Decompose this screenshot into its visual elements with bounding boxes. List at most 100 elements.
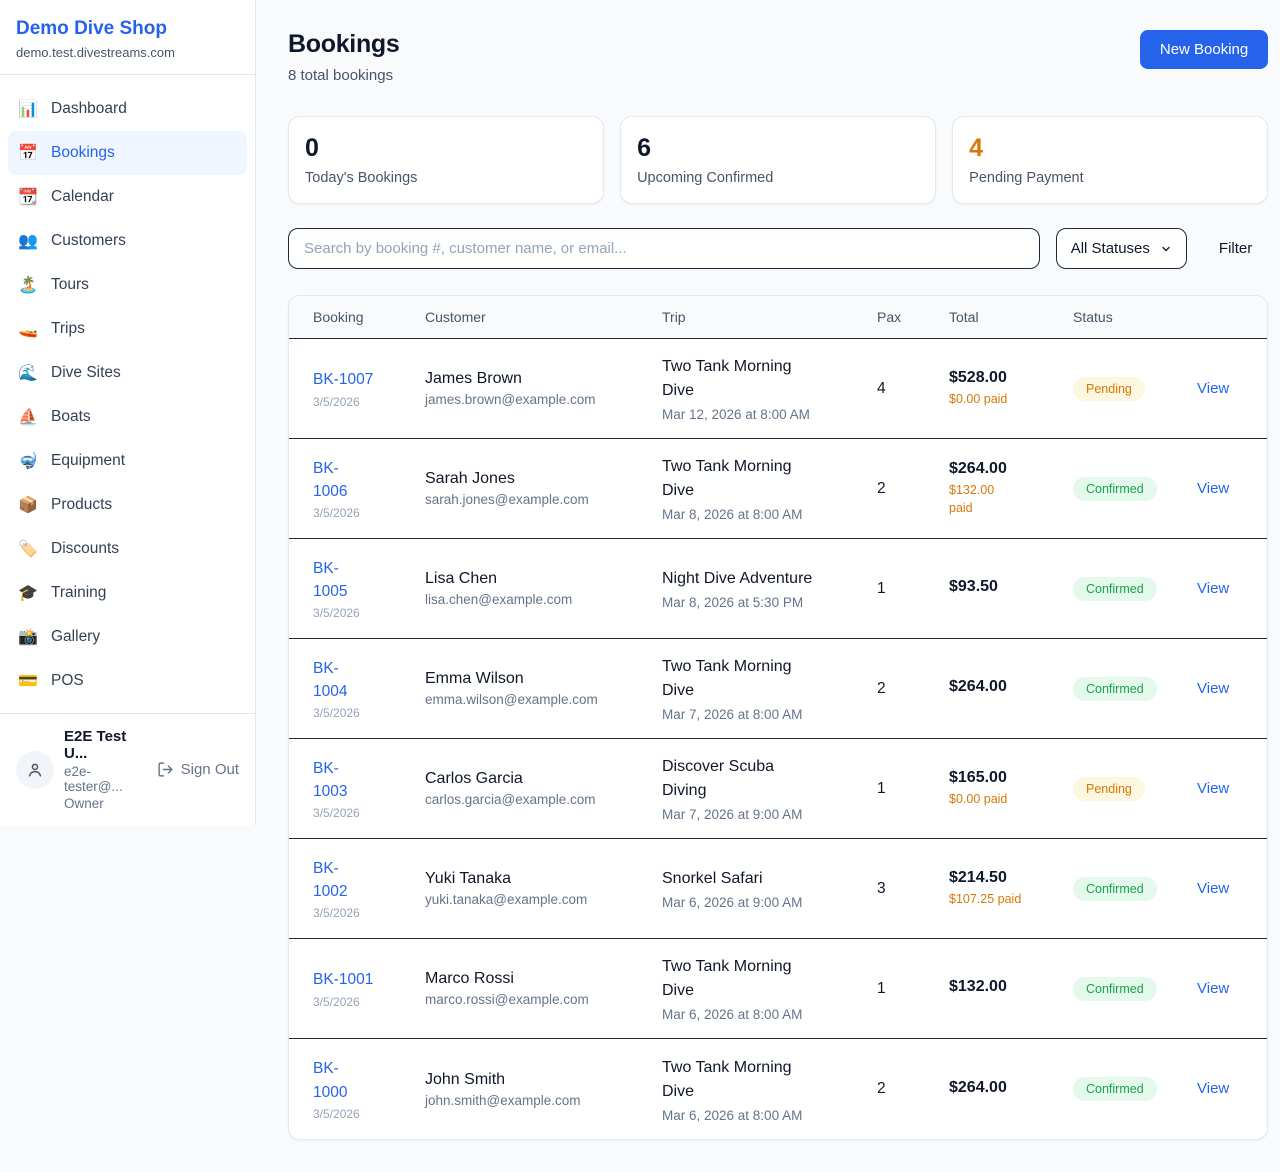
customer-name: James Brown bbox=[425, 370, 522, 387]
pax-count: 1 bbox=[877, 979, 886, 997]
sidebar-item-label: Gallery bbox=[51, 628, 101, 645]
view-link[interactable]: View bbox=[1197, 779, 1230, 797]
customer-email: john.smith@example.com bbox=[425, 1092, 581, 1108]
total-amount: $528.00 bbox=[949, 368, 1007, 386]
column-header-status: Status bbox=[1073, 309, 1113, 325]
trip-name: Two Tank Morning Dive bbox=[662, 958, 792, 999]
table-header-row: Booking Customer Trip Pax Total Status bbox=[289, 296, 1268, 339]
customer-email: sarah.jones@example.com bbox=[425, 492, 589, 507]
sidebar-item-gallery[interactable]: 📸 Gallery bbox=[8, 615, 247, 659]
sidebar-item-label: Dashboard bbox=[51, 100, 127, 117]
view-link[interactable]: View bbox=[1197, 479, 1230, 497]
table-row: BK- 1004 3/5/2026 Emma Wilson emma.wilson@e… bbox=[289, 639, 1268, 739]
column-header-customer: Customer bbox=[425, 309, 486, 325]
trip-time: Mar 7, 2026 at 8:00 AM bbox=[662, 707, 803, 722]
stat-card-todays-bookings: 0 Today's Bookings bbox=[288, 116, 605, 204]
status-badge: Confirmed bbox=[1073, 576, 1157, 601]
sailboat-icon: ⛵ bbox=[18, 409, 38, 426]
booking-id-link[interactable]: BK-1001 bbox=[313, 971, 374, 989]
booking-id-link[interactable]: BK- 1005 bbox=[313, 559, 348, 600]
total-amount: $264.00 bbox=[949, 678, 1007, 695]
stats-row: 0 Today's Bookings 6 Upcoming Confirmed … bbox=[288, 116, 1269, 204]
view-link[interactable]: View bbox=[1197, 979, 1230, 997]
user-info: E2E Test U... e2e-tester@... Owner bbox=[64, 728, 147, 811]
sidebar-item-boats[interactable]: ⛵ Boats bbox=[8, 395, 247, 439]
sidebar-item-label: Training bbox=[51, 584, 107, 601]
pax-count: 2 bbox=[877, 679, 886, 697]
sidebar-item-training[interactable]: 🎓 Training bbox=[8, 571, 247, 615]
status-badge: Confirmed bbox=[1073, 976, 1157, 1001]
sidebar-item-label: Customers bbox=[51, 232, 126, 249]
trip-time: Mar 7, 2026 at 9:00 AM bbox=[662, 807, 803, 822]
user-role: Owner bbox=[64, 796, 104, 811]
customer-name: Yuki Tanaka bbox=[425, 870, 511, 887]
sidebar-header: Demo Dive Shop demo.test.divestreams.com bbox=[0, 0, 255, 75]
sidebar-item-label: POS bbox=[51, 672, 84, 689]
sidebar-item-dashboard[interactable]: 📊 Dashboard bbox=[8, 87, 247, 131]
customer-email: yuki.tanaka@example.com bbox=[425, 892, 588, 907]
search-input[interactable] bbox=[288, 228, 1040, 269]
booking-date: 3/5/2026 bbox=[313, 906, 360, 921]
booking-date: 3/5/2026 bbox=[313, 1106, 360, 1121]
total-amount: $264.00 bbox=[949, 459, 1007, 477]
stat-card-upcoming-confirmed: 6 Upcoming Confirmed bbox=[620, 116, 937, 204]
camera-icon: 📸 bbox=[18, 629, 38, 646]
main-content: Bookings 8 total bookings New Booking 0 … bbox=[256, 0, 1280, 1172]
sidebar-item-pos[interactable]: 💳 POS bbox=[8, 659, 247, 703]
view-link[interactable]: View bbox=[1197, 679, 1230, 697]
sidebar-item-trips[interactable]: 🚤 Trips bbox=[8, 307, 247, 351]
package-icon: 📦 bbox=[18, 497, 38, 514]
column-header-booking: Booking bbox=[313, 309, 364, 325]
sidebar-item-calendar[interactable]: 📆 Calendar bbox=[8, 175, 247, 219]
sidebar-item-equipment[interactable]: 🤿 Equipment bbox=[8, 439, 247, 483]
person-icon bbox=[28, 763, 42, 777]
view-link[interactable]: View bbox=[1197, 579, 1230, 597]
customer-name: Emma Wilson bbox=[425, 670, 524, 687]
trip-time: Mar 8, 2026 at 8:00 AM bbox=[662, 507, 803, 522]
sidebar-item-discounts[interactable]: 🏷️ Discounts bbox=[8, 527, 247, 571]
stat-label: Pending Payment bbox=[969, 170, 1084, 186]
booking-date: 3/5/2026 bbox=[313, 606, 360, 621]
trip-name: Snorkel Safari bbox=[662, 870, 763, 887]
stat-value: 4 bbox=[969, 134, 984, 162]
booking-id-link[interactable]: BK- 1004 bbox=[313, 659, 348, 700]
sidebar-item-label: Bookings bbox=[51, 144, 115, 161]
speedboat-icon: 🚤 bbox=[18, 321, 38, 338]
booking-id-link[interactable]: BK- 1000 bbox=[313, 1060, 348, 1101]
sidebar-item-dive-sites[interactable]: 🌊 Dive Sites bbox=[8, 351, 247, 395]
new-booking-button[interactable]: New Booking bbox=[1139, 30, 1269, 69]
sidebar-item-products[interactable]: 📦 Products bbox=[8, 483, 247, 527]
trip-time: Mar 6, 2026 at 9:00 AM bbox=[662, 895, 803, 910]
sidebar-item-customers[interactable]: 👥 Customers bbox=[8, 219, 247, 263]
booking-id-link[interactable]: BK-1007 bbox=[313, 371, 374, 389]
table-row: BK- 1005 3/5/2026 Lisa Chen lisa.chen@examp… bbox=[289, 539, 1268, 639]
dashboard-icon: 📊 bbox=[18, 101, 38, 118]
view-link[interactable]: View bbox=[1197, 1080, 1230, 1097]
booking-date: 3/5/2026 bbox=[313, 994, 360, 1009]
trip-time: Mar 6, 2026 at 8:00 AM bbox=[662, 1107, 803, 1123]
booking-date: 3/5/2026 bbox=[313, 394, 360, 409]
total-amount: $165.00 bbox=[949, 768, 1007, 786]
avatar bbox=[16, 750, 54, 789]
booking-id-link[interactable]: BK- 1006 bbox=[313, 459, 348, 500]
island-icon: 🏝️ bbox=[18, 277, 38, 294]
filter-row: All Statuses Filter bbox=[288, 228, 1268, 269]
sign-out-button[interactable]: Sign Out bbox=[157, 761, 239, 778]
user-name: E2E Test U... bbox=[64, 728, 127, 762]
logout-icon bbox=[158, 762, 173, 777]
status-select[interactable]: All Statuses bbox=[1055, 228, 1187, 269]
booking-id-link[interactable]: BK- 1003 bbox=[313, 759, 348, 800]
view-link[interactable]: View bbox=[1197, 379, 1230, 397]
status-badge: Confirmed bbox=[1073, 1077, 1157, 1101]
filter-button[interactable]: Filter bbox=[1203, 240, 1268, 257]
sidebar-item-bookings[interactable]: 📅 Bookings bbox=[8, 131, 247, 175]
credit-card-icon: 💳 bbox=[18, 673, 38, 690]
sidebar-user-section: E2E Test U... e2e-tester@... Owner Sign … bbox=[0, 713, 255, 825]
view-link[interactable]: View bbox=[1197, 879, 1230, 897]
booking-id-link[interactable]: BK- 1002 bbox=[313, 859, 348, 900]
trip-name: Night Dive Adventure bbox=[662, 570, 813, 587]
sidebar-item-tours[interactable]: 🏝️ Tours bbox=[8, 263, 247, 307]
calendar-icon: 📅 bbox=[18, 145, 38, 162]
page-subtitle: 8 total bookings bbox=[288, 67, 394, 84]
column-header-total: Total bbox=[949, 309, 979, 325]
